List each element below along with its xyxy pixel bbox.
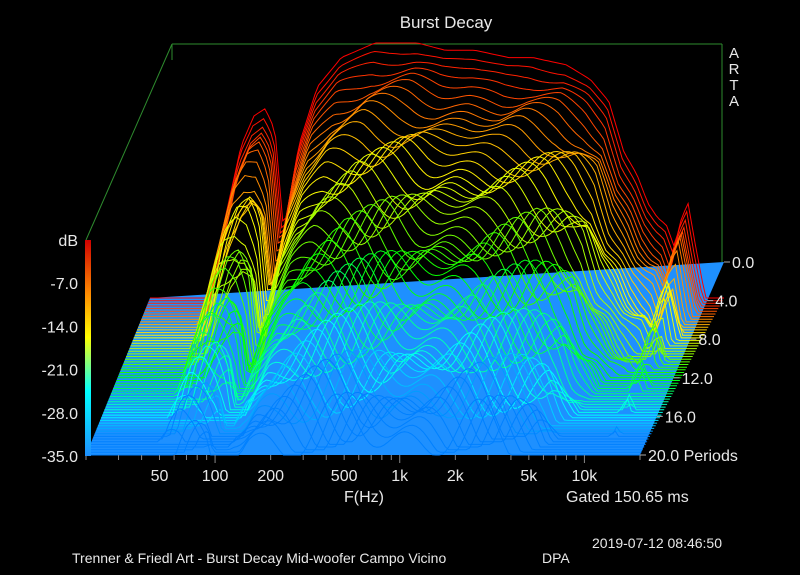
decay-slice: [106, 301, 668, 405]
decay-slice: [107, 301, 669, 403]
decay-slice: [137, 133, 707, 331]
x-tick-label: 500: [331, 468, 358, 485]
x-axis-ticks: 50 100 200 500 1k 2k 5k 10k: [85, 455, 641, 485]
decay-slice: [108, 302, 670, 400]
x-tick-label: 5k: [520, 468, 538, 485]
decay-slice: [92, 365, 649, 440]
z-tick-label: -7.0: [50, 276, 78, 293]
decay-slice: [127, 194, 695, 355]
x-tick-label: 50: [151, 468, 169, 485]
decay-slice: [143, 85, 716, 315]
decay-slice: [88, 391, 643, 451]
decay-slice: [135, 136, 706, 334]
frame-lines: [85, 43, 723, 262]
x-tick-label: 10k: [572, 468, 599, 485]
decay-slice: [105, 303, 666, 408]
chart-title: Burst Decay: [400, 13, 493, 32]
decay-slice: [134, 141, 705, 336]
decay-slice: [124, 203, 690, 363]
decay-slice: [125, 199, 692, 360]
decay-slice: [121, 217, 687, 368]
decay-slice: [102, 319, 662, 416]
periods-tick-label: 20.0 Periods: [648, 448, 738, 465]
decay-slice: [131, 160, 700, 344]
decay-slice: [110, 279, 673, 395]
periods-axis-ticks: 0.0 4.0 8.0 12.0 16.0 20.0 Periods: [640, 255, 754, 465]
decay-slice: [86, 393, 640, 456]
decay-slice: [132, 153, 702, 342]
z-tick-label: -14.0: [42, 319, 79, 336]
decay-slice: [89, 393, 645, 448]
timestamp: 2019-07-12 08:46:50: [592, 535, 722, 551]
z-axis-label: dB: [58, 233, 78, 250]
decay-slice: [117, 249, 682, 379]
decay-slice: [130, 170, 699, 347]
brand-letter: R: [729, 61, 740, 78]
decay-slice: [90, 384, 646, 445]
z-tick-label: -21.0: [42, 363, 79, 380]
waterfall-surface: [86, 42, 724, 456]
decay-slice: [101, 328, 660, 419]
decay-slice: [93, 358, 650, 437]
footer-caption: Trenner & Friedl Art - Burst Decay Mid-w…: [72, 550, 446, 566]
gated-text: Gated 150.65 ms: [566, 489, 689, 506]
decay-slice: [122, 210, 689, 365]
decay-slice: [126, 195, 693, 357]
periods-tick-label: 16.0: [665, 409, 696, 426]
x-tick-label: 200: [257, 468, 284, 485]
decay-slice: [96, 347, 655, 429]
decay-slice: [95, 350, 653, 432]
decay-slice: [129, 182, 697, 350]
decay-slice: [99, 349, 658, 424]
decay-slice: [150, 42, 724, 299]
footer-method: DPA: [542, 550, 570, 566]
decay-slice: [128, 193, 696, 352]
z-axis-ticks: -7.0 -14.0 -21.0 -28.0 -35.0: [42, 276, 79, 466]
decay-slice: [142, 92, 714, 318]
periods-tick-label: 0.0: [732, 255, 754, 272]
decay-slice: [91, 373, 648, 443]
periods-tick-label: 8.0: [698, 332, 720, 349]
brand-letter: A: [729, 45, 739, 62]
decay-slice: [104, 307, 665, 411]
x-axis-label: F(Hz): [344, 489, 384, 506]
x-tick-label: 2k: [447, 468, 465, 485]
periods-tick-label: 12.0: [682, 371, 713, 388]
decay-slice: [97, 348, 656, 427]
decay-slice: [112, 270, 675, 392]
x-tick-label: 1k: [391, 468, 409, 485]
decay-slice: [138, 131, 709, 328]
decay-slice: [94, 353, 652, 435]
colorbar: [85, 240, 91, 456]
decay-slice: [147, 61, 722, 304]
z-tick-label: -28.0: [42, 406, 79, 423]
periods-tick-label: 4.0: [715, 294, 737, 311]
brand-letter: T: [729, 77, 738, 94]
decay-slice: [141, 100, 713, 320]
x-tick-label: 100: [202, 468, 229, 485]
decay-slice: [87, 391, 642, 453]
z-tick-label: -35.0: [42, 449, 79, 466]
brand-letter: A: [729, 93, 739, 110]
decay-slice: [148, 50, 723, 302]
